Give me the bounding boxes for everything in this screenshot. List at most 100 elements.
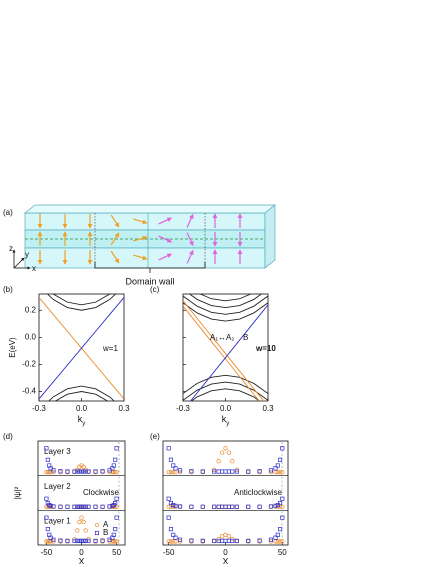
spin-arrow [133, 218, 148, 225]
point-b [166, 515, 171, 520]
point-b [51, 504, 56, 509]
y-tick-label: -0.2 [22, 360, 36, 369]
diagram-caption: Domain wall [125, 276, 174, 286]
point-a [58, 539, 63, 544]
x-tick-label: 0.0 [220, 404, 232, 413]
point-b [86, 504, 91, 509]
x-axis-label: ky [78, 414, 86, 426]
point-b [257, 538, 262, 543]
x-tick-label: -0.3 [32, 404, 46, 413]
point-b [72, 538, 77, 543]
point-b [223, 469, 228, 474]
point-b [86, 469, 91, 474]
point-b [45, 457, 50, 462]
y-tick-label: -0.4 [22, 387, 36, 396]
point-b [168, 457, 174, 462]
point-a [166, 504, 171, 509]
point-b [83, 538, 88, 543]
x-tick-label: 0 [223, 548, 228, 557]
axis-name: y [25, 250, 29, 259]
point-b [275, 532, 280, 537]
layer-label: Layer 1 [44, 516, 71, 525]
band-line [190, 304, 268, 401]
domain-wall-diagram [24, 204, 276, 269]
x-tick-label: 0.3 [118, 404, 130, 413]
point-b [212, 504, 217, 509]
x-axis-label-sub: y [82, 421, 85, 427]
point-a [211, 504, 217, 509]
point-a [246, 504, 251, 509]
point-a [223, 532, 228, 537]
point-a [114, 469, 119, 475]
point-a [226, 450, 232, 455]
point-b [173, 503, 178, 508]
point-a [81, 519, 86, 525]
point-b [171, 532, 176, 537]
point-b [230, 538, 235, 543]
point-a [173, 539, 178, 544]
point-b [277, 527, 283, 532]
point-b [72, 469, 77, 474]
point-a [275, 539, 280, 544]
point-a [113, 469, 118, 475]
spin-arrow [133, 235, 148, 242]
point-b [226, 538, 231, 543]
x-tick-label: -50 [41, 548, 53, 557]
point-b [65, 504, 70, 509]
panel-label: (b) [3, 285, 13, 294]
point-b [83, 469, 88, 474]
point-b [114, 515, 119, 520]
point-b [77, 538, 82, 543]
point-b [189, 469, 194, 474]
band-line [183, 305, 260, 401]
point-a [223, 446, 228, 451]
point-a [58, 504, 63, 509]
band-line [48, 385, 115, 401]
panel-label: (a) [3, 208, 13, 217]
spin-arrow [186, 213, 194, 228]
axis-name: x [32, 264, 36, 273]
band-line [39, 297, 124, 400]
point-b [280, 515, 285, 520]
point-b [216, 469, 221, 474]
point-b [79, 538, 84, 543]
point-b [177, 537, 183, 542]
panel-label: (d) [3, 432, 13, 441]
legend-marker [94, 530, 100, 536]
annotation: A₁↔A₂ [210, 333, 234, 342]
point-b [113, 527, 118, 532]
y-axis-label: |ψ|² [13, 486, 22, 499]
point-b [107, 504, 112, 509]
annotation: w=10 [255, 344, 276, 353]
point-b [234, 504, 239, 509]
point-a [168, 469, 174, 475]
point-b [75, 538, 80, 543]
point-b [268, 468, 274, 473]
point-b [275, 463, 280, 468]
point-b [75, 469, 80, 474]
point-b [257, 469, 262, 474]
legend-label: A [103, 520, 109, 529]
point-b [177, 468, 183, 473]
point-a [100, 504, 105, 509]
x-axis-label: X [222, 556, 228, 564]
annotation: w=1 [102, 344, 118, 353]
point-b [177, 504, 183, 509]
band-line [183, 302, 268, 322]
point-b [166, 496, 171, 501]
point-a [189, 469, 194, 475]
point-b [246, 538, 251, 543]
point-b [51, 537, 56, 542]
point-b [171, 502, 176, 508]
point-b [277, 457, 283, 462]
legend-marker [94, 522, 100, 528]
point-b [212, 469, 217, 474]
x-tick-label: 0.0 [76, 404, 88, 413]
y-tick-label: 0.2 [25, 305, 37, 314]
point-a [58, 469, 63, 475]
x-axis-label-main: k [222, 414, 227, 424]
spin-arrow [186, 249, 194, 264]
point-b [48, 503, 53, 508]
point-a [113, 539, 118, 544]
